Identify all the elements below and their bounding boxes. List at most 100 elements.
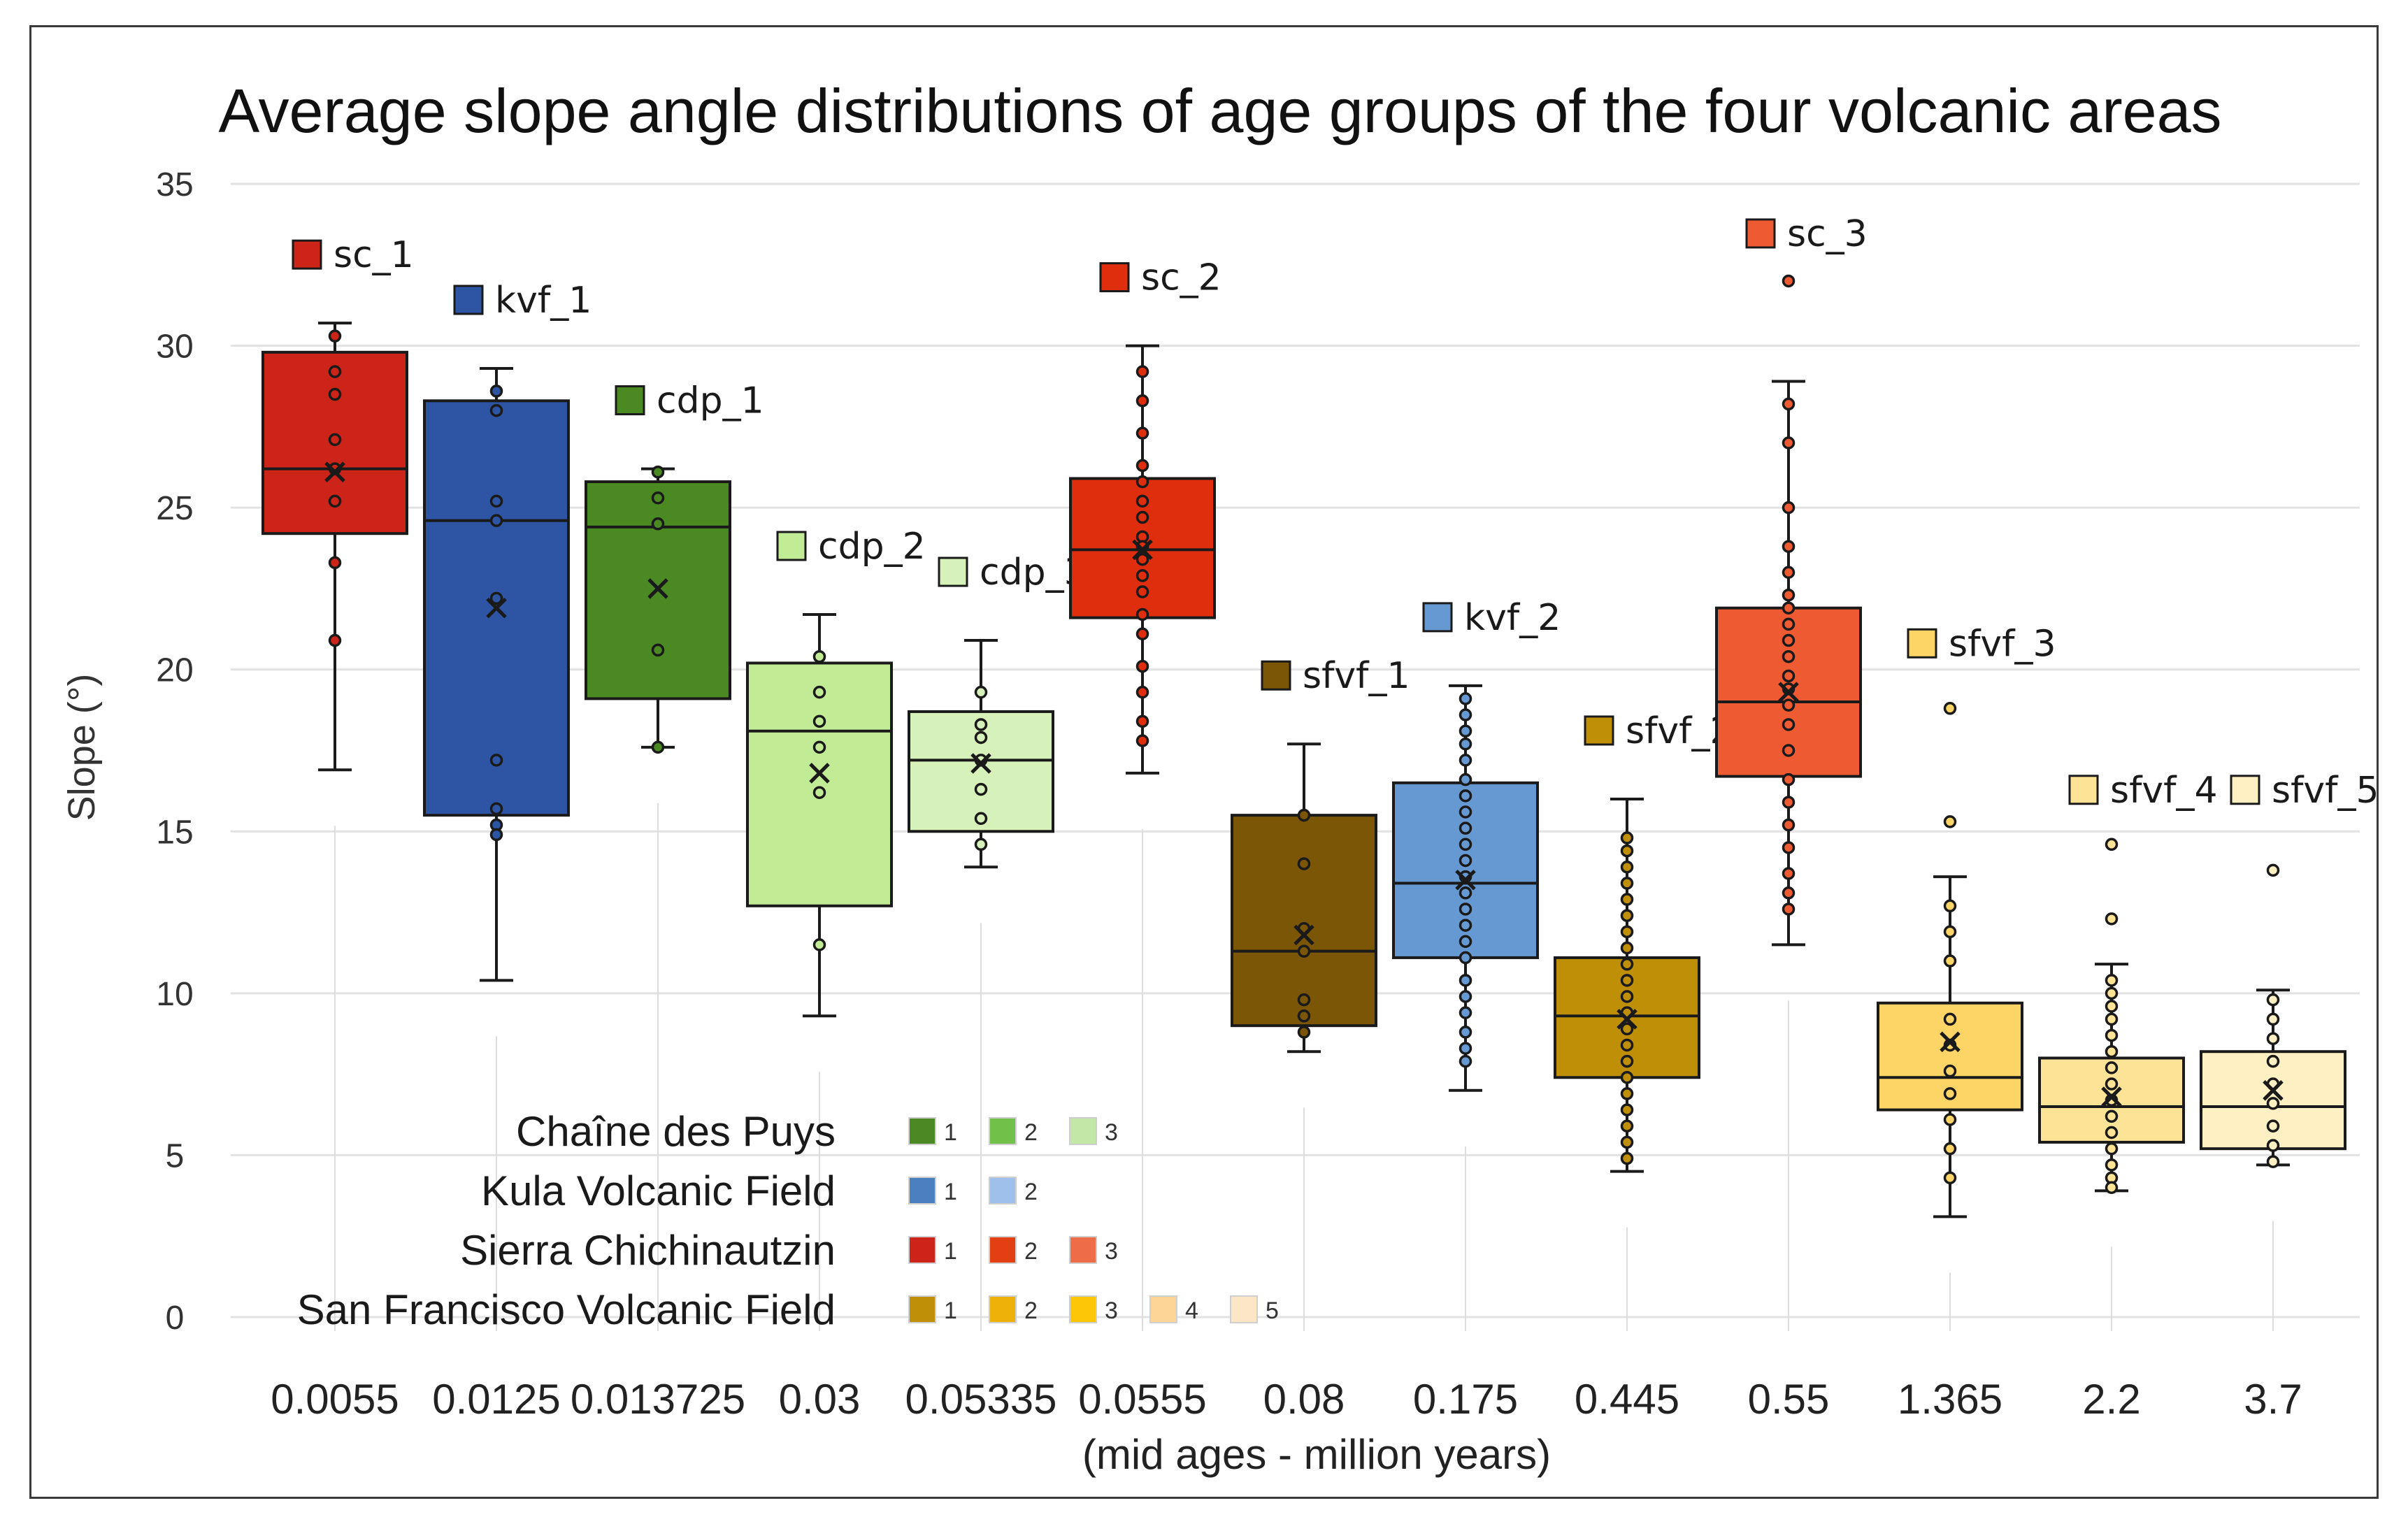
label-swatch: [615, 385, 645, 416]
mean-marker: [1940, 1031, 1961, 1053]
label-swatch: [1745, 218, 1776, 249]
data-point: [1135, 734, 1149, 747]
box-label: sc_1: [334, 234, 414, 276]
data-point: [1459, 974, 1472, 987]
box-label: sc_2: [1141, 257, 1221, 299]
box-label: sfvf_5: [2272, 770, 2379, 812]
data-point: [328, 365, 342, 378]
data-point: [1459, 821, 1472, 835]
mean-marker: [2101, 1086, 2122, 1107]
x-tick-label: 0.175: [1413, 1376, 1518, 1423]
box-label: cdp_2: [818, 526, 926, 568]
mean-marker: [324, 461, 345, 482]
data-point: [1459, 737, 1472, 751]
box-layer: sc_1kvf_1cdp_1cdp_2cdp_3sc_2sfvf_1kvf_2s…: [261, 213, 2379, 1219]
label-swatch: [2068, 775, 2099, 805]
data-point: [489, 403, 503, 417]
label-swatch: [453, 285, 484, 315]
data-point: [1620, 1071, 1634, 1084]
label-swatch: [292, 239, 322, 270]
x-tick-label: 1.365: [1898, 1376, 2002, 1423]
data-point: [1620, 1022, 1634, 1036]
legend-item-label: 2: [1024, 1238, 1038, 1265]
data-point: [651, 643, 665, 657]
mean-marker: [1293, 924, 1314, 946]
box-cdp_3: cdp_3: [908, 552, 1087, 869]
data-point: [328, 329, 342, 343]
data-point: [489, 591, 503, 605]
data-point: [812, 649, 826, 663]
y-tick-label: 20: [156, 652, 193, 689]
data-point: [1459, 854, 1472, 868]
label-swatch: [1261, 660, 1291, 691]
data-point: [1782, 796, 1796, 809]
data-point: [1459, 789, 1472, 803]
y-tick-labels: 0 5 10 15 20 25 30 35: [156, 166, 193, 1337]
data-point: [489, 514, 503, 527]
data-point: [1620, 860, 1634, 874]
label-swatch: [1907, 628, 1937, 659]
data-point: [651, 465, 665, 479]
data-point: [1943, 815, 1957, 828]
data-point: [1459, 1042, 1472, 1055]
x-tick-label: 0.05335: [905, 1376, 1057, 1423]
data-point: [2105, 1012, 2119, 1026]
data-point: [974, 685, 988, 699]
data-point: [1459, 903, 1472, 916]
data-point: [2105, 838, 2119, 851]
data-point: [1459, 919, 1472, 932]
data-point: [1459, 935, 1472, 949]
data-point: [1135, 552, 1149, 566]
mean-marker: [647, 578, 668, 599]
box-label: sfvf_3: [1949, 623, 2056, 665]
data-point: [1782, 718, 1796, 731]
legend-group: Chaîne des Puys 1 2 3: [516, 1108, 1118, 1155]
legend-item-label: 3: [1105, 1297, 1118, 1324]
data-point: [974, 731, 988, 745]
y-tick-label: 35: [156, 166, 193, 203]
x-tick-label: 0.08: [1263, 1376, 1345, 1423]
data-point: [1135, 627, 1149, 641]
data-point: [2105, 1109, 2119, 1123]
data-point: [1459, 990, 1472, 1003]
data-point: [1620, 909, 1634, 922]
data-point: [2266, 993, 2280, 1007]
legend-swatch: [1069, 1236, 1097, 1264]
x-tick-label: 0.0055: [271, 1376, 399, 1423]
data-point: [1135, 494, 1149, 508]
data-point: [2105, 1028, 2119, 1042]
data-point: [1135, 685, 1149, 699]
data-point: [328, 494, 342, 508]
legend-swatch: [989, 1117, 1017, 1145]
legend-group-name: Kula Volcanic Field: [481, 1167, 836, 1214]
x-tick-label: 0.013725: [571, 1376, 745, 1423]
mean-marker: [1132, 539, 1153, 561]
data-point: [812, 938, 826, 951]
data-point: [1459, 754, 1472, 767]
legend-group: Kula Volcanic Field 1 2: [481, 1167, 1038, 1214]
legend-item-label: 4: [1185, 1297, 1198, 1324]
data-point: [2105, 912, 2119, 926]
data-point: [1782, 772, 1796, 786]
legend-swatch: [1230, 1295, 1258, 1323]
data-point: [1459, 772, 1472, 786]
x-tick-label: 0.03: [779, 1376, 861, 1423]
box-sfvf_5: sfvf_5: [2200, 770, 2379, 1168]
label-swatch: [776, 531, 807, 561]
box-kvf_2: kvf_2: [1392, 597, 1561, 1092]
data-point: [1782, 903, 1796, 916]
data-point: [1135, 426, 1149, 440]
legend-group: Sierra Chichinautzin 1 2 3: [460, 1227, 1118, 1274]
legend-group-name: Chaîne des Puys: [516, 1108, 836, 1155]
legend-item-label: 2: [1024, 1179, 1038, 1205]
data-point: [489, 384, 503, 398]
data-point: [2266, 1097, 2280, 1110]
data-point: [2266, 863, 2280, 877]
chart-frame: Average slope angle distributions of age…: [29, 25, 2379, 1499]
data-point: [1135, 608, 1149, 621]
legend-swatch: [1069, 1117, 1097, 1145]
data-point: [974, 782, 988, 796]
data-point: [1620, 831, 1634, 844]
label-swatch: [1584, 715, 1614, 746]
legend-swatch: [908, 1236, 936, 1264]
